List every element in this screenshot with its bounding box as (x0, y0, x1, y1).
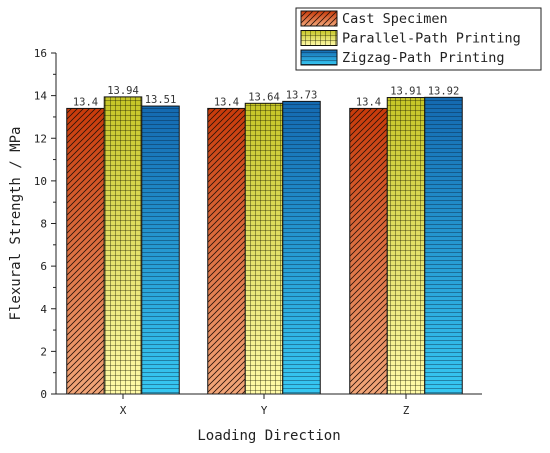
bar-value-label: 13.64 (248, 91, 280, 103)
x-axis-title: Loading Direction (197, 428, 340, 444)
legend-label-cast: Cast Specimen (342, 11, 448, 27)
y-tick-label: 12 (34, 132, 47, 145)
bar-value-label: 13.4 (356, 96, 381, 108)
bar-value-label: 13.4 (214, 96, 239, 108)
legend-label-zigzag: Zigzag-Path Printing (342, 50, 505, 66)
x-tick-label: Y (261, 404, 268, 417)
x-axis-ticks: X Y Z (120, 394, 410, 417)
y-tick-label: 2 (40, 345, 47, 358)
bar-value-labels: 13.4 13.94 13.51 13.4 13.64 13.73 13.4 13.91 13.… (73, 85, 459, 109)
legend-item-parallel: Parallel-Path Printing (300, 30, 521, 47)
bar-zigzag-x (141, 105, 180, 395)
bar-pattern (282, 101, 321, 395)
bar-zigzag-z (424, 96, 463, 395)
bar-pattern (207, 108, 246, 394)
bar-value-label: 13.91 (390, 86, 422, 98)
y-axis-title: Flexural Strength / MPa (8, 127, 24, 321)
legend-swatch-pattern (301, 11, 337, 26)
bar-pattern (141, 106, 180, 395)
y-tick-label: 8 (40, 218, 47, 231)
bar-value-label: 13.92 (428, 85, 460, 97)
bar-cast-x (66, 107, 105, 395)
bar-parallel-x (103, 96, 143, 395)
bar-value-label: 13.51 (145, 94, 177, 106)
legend-item-zigzag: Zigzag-Path Printing (300, 49, 505, 66)
plot-area: 13.4 13.94 13.51 13.4 13.64 13.73 13.4 13.91 13.… (34, 47, 482, 417)
bar-cast-z (349, 107, 388, 395)
y-tick-label: 10 (34, 175, 47, 188)
legend-item-cast: Cast Specimen (300, 10, 448, 27)
legend-swatch-pattern (301, 50, 337, 65)
bar-value-label: 13.94 (107, 85, 139, 97)
bar-cast-y (207, 107, 246, 395)
legend: Cast Specimen Parallel-Path Printing Zig… (295, 7, 542, 71)
bar-pattern (245, 103, 283, 395)
legend-swatch-pattern (301, 30, 337, 46)
bar-pattern (104, 96, 142, 394)
y-tick-label: 16 (34, 47, 47, 60)
bar-parallel-z (386, 97, 426, 395)
legend-label-parallel: Parallel-Path Printing (342, 31, 521, 47)
y-tick-label: 14 (34, 90, 48, 103)
y-tick-label: 4 (40, 303, 47, 316)
y-tick-label: 6 (40, 260, 47, 273)
x-tick-label: Z (403, 404, 410, 417)
bar-value-label: 13.73 (286, 89, 318, 101)
bar-pattern (66, 108, 105, 394)
y-tick-label: 0 (40, 388, 47, 401)
bar-zigzag-y (282, 100, 321, 395)
bar-pattern (387, 97, 425, 394)
bar-value-label: 13.4 (73, 96, 98, 108)
bar-pattern (349, 108, 388, 394)
bar-pattern (424, 97, 463, 394)
bars-group (66, 96, 463, 395)
x-tick-label: X (120, 404, 127, 417)
y-axis-ticks: 0 2 4 6 8 10 12 14 16 (34, 47, 56, 401)
bar-parallel-y (244, 102, 284, 395)
